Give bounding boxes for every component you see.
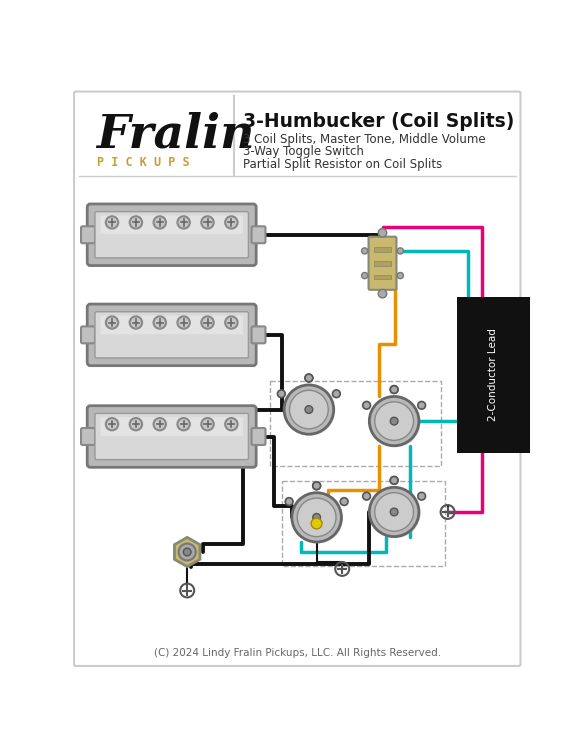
FancyBboxPatch shape — [74, 92, 520, 666]
Circle shape — [418, 401, 426, 410]
Bar — [282, 482, 444, 566]
Circle shape — [177, 418, 190, 430]
Circle shape — [378, 290, 387, 298]
Circle shape — [305, 406, 313, 413]
FancyBboxPatch shape — [95, 211, 248, 258]
Circle shape — [225, 418, 238, 430]
Circle shape — [369, 397, 419, 445]
FancyBboxPatch shape — [87, 204, 256, 266]
Circle shape — [285, 386, 335, 436]
Circle shape — [225, 316, 238, 328]
Circle shape — [179, 544, 195, 560]
Circle shape — [201, 418, 213, 430]
Circle shape — [177, 316, 190, 328]
Circle shape — [305, 374, 313, 382]
FancyBboxPatch shape — [95, 413, 248, 460]
Text: Fralin: Fralin — [96, 112, 254, 158]
Text: Partial Split Resistor on Coil Splits: Partial Split Resistor on Coil Splits — [243, 158, 442, 171]
Circle shape — [375, 402, 414, 440]
Circle shape — [311, 518, 322, 529]
FancyBboxPatch shape — [87, 304, 256, 366]
Bar — [374, 261, 391, 266]
Text: 2-Conductor Lead: 2-Conductor Lead — [488, 328, 498, 422]
Text: 3 Coil Splits, Master Tone, Middle Volume: 3 Coil Splits, Master Tone, Middle Volum… — [243, 133, 485, 146]
Circle shape — [371, 398, 420, 447]
Circle shape — [340, 498, 348, 506]
Circle shape — [130, 418, 142, 430]
FancyBboxPatch shape — [81, 428, 95, 445]
FancyBboxPatch shape — [87, 406, 256, 467]
Circle shape — [390, 386, 398, 394]
Circle shape — [225, 216, 238, 229]
Bar — [270, 381, 441, 466]
Circle shape — [313, 514, 321, 521]
FancyBboxPatch shape — [368, 237, 397, 290]
Text: P I C K U P S: P I C K U P S — [97, 156, 190, 170]
Circle shape — [106, 216, 118, 229]
Circle shape — [390, 476, 398, 484]
Circle shape — [154, 216, 166, 229]
Circle shape — [375, 493, 414, 531]
Circle shape — [277, 390, 285, 398]
Circle shape — [418, 492, 426, 500]
FancyBboxPatch shape — [95, 312, 248, 358]
Circle shape — [201, 316, 213, 328]
Circle shape — [130, 316, 142, 328]
Text: 3-Way Toggle Switch: 3-Way Toggle Switch — [243, 146, 364, 158]
Circle shape — [201, 216, 213, 229]
Circle shape — [378, 229, 387, 237]
Circle shape — [106, 316, 118, 328]
FancyBboxPatch shape — [100, 215, 243, 234]
Circle shape — [390, 417, 398, 425]
Circle shape — [313, 482, 321, 490]
Circle shape — [362, 492, 371, 500]
Circle shape — [289, 390, 328, 429]
Circle shape — [305, 374, 313, 382]
Circle shape — [130, 216, 142, 229]
Circle shape — [285, 498, 293, 506]
Circle shape — [390, 476, 398, 484]
FancyBboxPatch shape — [252, 326, 266, 344]
Bar — [374, 274, 391, 280]
Circle shape — [284, 385, 334, 434]
Circle shape — [371, 489, 420, 538]
FancyBboxPatch shape — [252, 226, 266, 243]
Circle shape — [106, 418, 118, 430]
FancyBboxPatch shape — [81, 326, 95, 344]
Circle shape — [293, 494, 343, 544]
Circle shape — [361, 248, 368, 254]
Circle shape — [369, 488, 419, 536]
Circle shape — [361, 272, 368, 279]
Circle shape — [154, 316, 166, 328]
Circle shape — [362, 401, 371, 410]
FancyBboxPatch shape — [100, 316, 243, 334]
Circle shape — [154, 418, 166, 430]
Text: 3-Humbucker (Coil Splits): 3-Humbucker (Coil Splits) — [243, 112, 514, 130]
Circle shape — [390, 386, 398, 394]
Circle shape — [297, 498, 336, 536]
FancyBboxPatch shape — [252, 428, 266, 445]
Circle shape — [332, 390, 340, 398]
Circle shape — [292, 493, 342, 542]
Circle shape — [177, 216, 190, 229]
Circle shape — [390, 508, 398, 516]
Polygon shape — [175, 537, 200, 567]
FancyBboxPatch shape — [100, 417, 243, 436]
Bar — [374, 247, 391, 252]
FancyBboxPatch shape — [81, 226, 95, 243]
Circle shape — [183, 548, 191, 556]
Circle shape — [397, 248, 404, 254]
Text: (C) 2024 Lindy Fralin Pickups, LLC. All Rights Reserved.: (C) 2024 Lindy Fralin Pickups, LLC. All … — [154, 648, 441, 658]
Circle shape — [397, 272, 404, 279]
Circle shape — [313, 482, 321, 490]
